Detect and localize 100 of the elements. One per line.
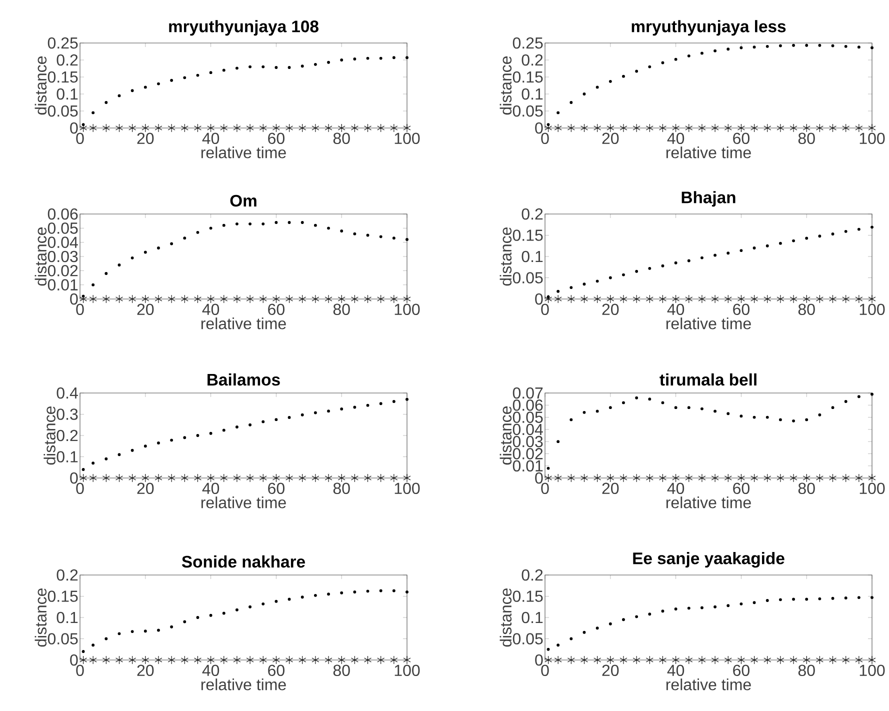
point — [790, 124, 798, 132]
point — [674, 406, 678, 410]
point — [312, 294, 320, 304]
point — [364, 656, 372, 664]
point — [724, 474, 732, 482]
point — [698, 474, 706, 482]
point — [792, 44, 795, 47]
point — [764, 124, 772, 132]
point — [180, 294, 188, 304]
point — [207, 474, 215, 482]
point — [288, 221, 291, 224]
y-tick-label: 0.15 — [48, 71, 78, 83]
point — [857, 46, 860, 49]
x-tick-label: 40 — [667, 664, 684, 676]
point — [726, 412, 730, 416]
point — [766, 44, 769, 48]
point — [661, 610, 664, 613]
point — [377, 124, 385, 132]
x-tick-label: 20 — [602, 664, 619, 676]
chart-title: Bailamos — [208, 373, 280, 386]
point — [180, 124, 188, 132]
point — [300, 64, 304, 68]
point — [246, 124, 254, 132]
point — [286, 656, 294, 664]
point — [580, 656, 588, 664]
point — [687, 259, 690, 262]
y-tick-label: 0.04 — [48, 236, 78, 248]
point — [672, 294, 680, 304]
point — [687, 406, 690, 410]
point — [711, 474, 719, 482]
point — [118, 453, 121, 456]
point — [272, 124, 280, 132]
point — [700, 407, 704, 410]
point — [661, 401, 664, 404]
y-tick-label: 0.2 — [56, 430, 78, 442]
point — [711, 294, 719, 304]
y-tick-label: 0.07 — [512, 387, 543, 399]
x-axis-title: relative time — [666, 318, 751, 330]
point — [392, 56, 396, 60]
point — [392, 589, 396, 592]
point — [262, 65, 265, 68]
x-axis-title: relative time — [201, 496, 286, 508]
point — [606, 656, 614, 664]
point — [312, 124, 320, 132]
point — [570, 286, 573, 290]
point — [390, 124, 398, 132]
point — [674, 261, 678, 264]
point — [658, 294, 666, 304]
point — [390, 294, 398, 304]
point — [262, 602, 265, 606]
y-tick-label: 0.15 — [512, 230, 543, 241]
point — [298, 124, 306, 132]
point — [776, 656, 784, 664]
point — [324, 474, 332, 482]
y-tick-label: 0.15 — [48, 590, 78, 602]
point — [154, 294, 162, 304]
point — [792, 598, 795, 601]
point — [183, 236, 186, 240]
point — [844, 230, 848, 233]
point — [750, 124, 758, 132]
point — [674, 608, 678, 610]
point — [82, 468, 85, 471]
point — [154, 656, 162, 664]
point — [698, 656, 706, 664]
point — [554, 656, 562, 664]
point — [844, 400, 848, 403]
point — [711, 124, 719, 132]
point — [857, 228, 860, 231]
point — [829, 474, 836, 482]
point — [816, 294, 824, 304]
point — [818, 44, 822, 47]
x-tick-label: 60 — [733, 304, 750, 316]
y-tick-label: 0.2 — [522, 569, 543, 581]
point — [818, 413, 822, 416]
x-tick-label: 20 — [602, 132, 619, 144]
point — [870, 392, 874, 396]
point — [790, 656, 798, 664]
x-tick-label: 40 — [202, 132, 220, 144]
y-tick-label: 0.15 — [512, 71, 543, 83]
point — [556, 644, 560, 647]
point — [805, 236, 808, 240]
point — [632, 474, 640, 482]
point — [366, 56, 370, 60]
point — [157, 628, 160, 632]
point — [403, 474, 411, 482]
x-tick-label: 60 — [268, 304, 284, 316]
point — [170, 625, 174, 628]
y-tick-label: 0 — [70, 122, 78, 134]
point — [340, 591, 344, 594]
y-tick-label: 0.06 — [512, 399, 543, 411]
x-tick-label: 100 — [860, 664, 885, 676]
point — [685, 656, 693, 664]
y-tick-label: 0.02 — [512, 448, 543, 460]
point — [764, 474, 772, 482]
point — [142, 656, 150, 664]
point — [233, 124, 241, 132]
point — [262, 222, 265, 226]
point — [157, 441, 160, 444]
chart-title: tirumala bell — [660, 373, 756, 386]
point — [842, 124, 850, 132]
